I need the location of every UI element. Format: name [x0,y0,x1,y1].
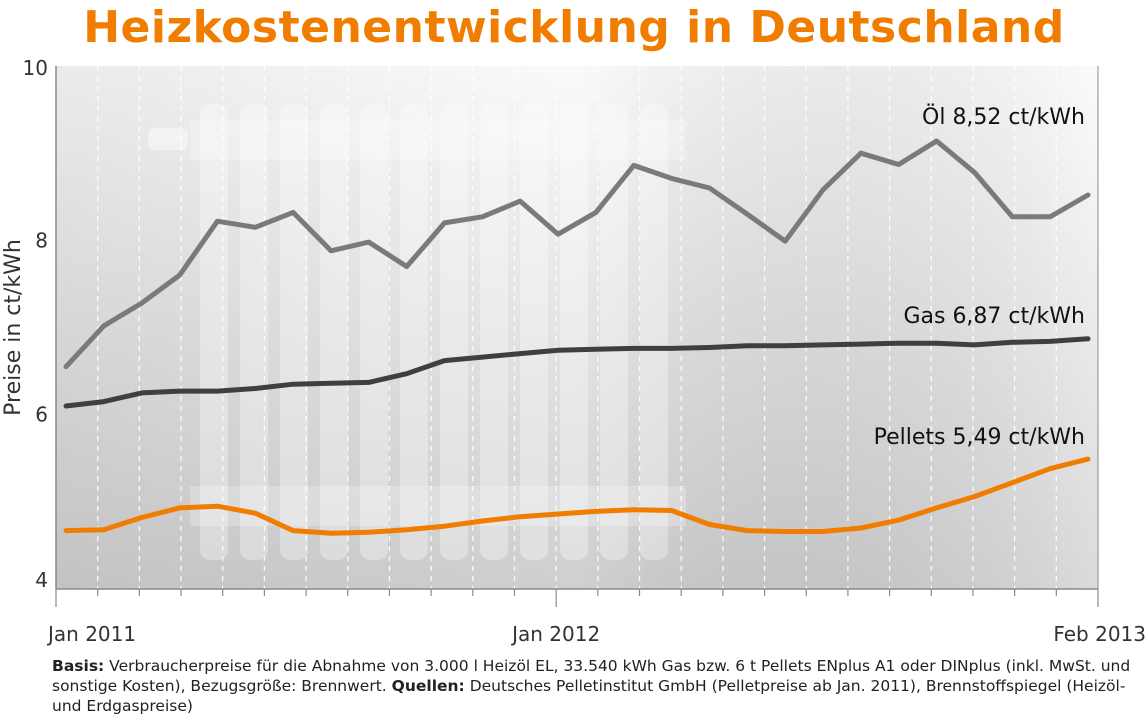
radiator-fin [400,104,428,560]
y-tick-label: 8 [35,228,48,252]
series-layer [63,138,1091,536]
radiator-valve [148,128,188,150]
basis-text: Verbraucherpreise für die Abnahme von 3.… [52,657,1131,695]
radiator-fin [240,104,268,560]
radiator-watermark-icon [148,104,686,560]
y-tick-label: 6 [35,403,48,427]
basis-label: Basis: [52,657,105,675]
radiator-top-bar [190,120,686,160]
radiator-fin [320,104,348,560]
y-tick-label: 4 [35,568,48,592]
annotations: Öl 8,52 ct/kWh Gas 6,87 ct/kWh Pellets 5,4… [874,104,1085,450]
series-annotation: Pellets 5,49 ct/kWh [874,425,1085,450]
series-line-pellets [63,456,1091,536]
x-tick-label: Jan 2012 [510,622,600,646]
quellen-label: Quellen: [391,677,465,695]
quellen-text: Deutsches Pelletinstitut GmbH (Pelletpre… [52,677,1126,715]
series-annotation: Öl 8,52 ct/kWh [922,104,1085,130]
axes: 4 6 8 10 Jan 2011 Jan 2012 Feb 2013 Preise in c… [1,56,1146,646]
footnote: Basis: Verbraucherpreise für die Abnahme… [52,656,1132,716]
radiator-fin [640,104,668,560]
y-axis-label: Preise in ct/kWh [1,239,26,416]
y-tick-label: 10 [23,56,48,80]
series-line-gas [63,336,1091,409]
radiator-fin [480,104,508,560]
gridlines [97,66,1057,589]
series-annotation: Gas 6,87 ct/kWh [903,304,1085,329]
radiator-fin [200,104,228,560]
series-line-öl [63,138,1091,370]
plot-background-shade [56,66,1098,589]
radiator-fin [600,104,628,560]
x-tick-label: Feb 2013 [1053,622,1146,646]
chart-title: Heizkostenentwicklung in Deutschland [83,2,1065,53]
radiator-fin [560,104,588,560]
x-tick-label: Jan 2011 [46,622,136,646]
radiator-fin [360,104,388,560]
